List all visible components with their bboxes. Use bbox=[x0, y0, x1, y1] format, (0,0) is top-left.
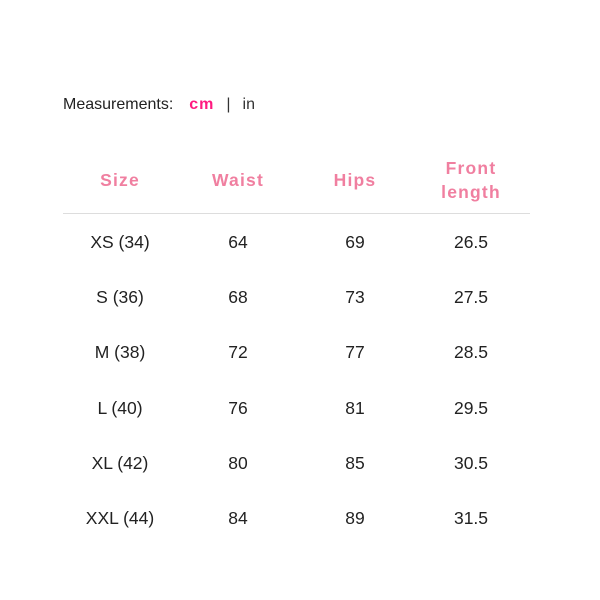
unit-selector: Measurements: cm | in bbox=[63, 96, 255, 114]
table-row: M (38) 72 77 28.5 bbox=[63, 342, 530, 372]
header-hips: Hips bbox=[333, 170, 377, 190]
cell-size: L (40) bbox=[97, 397, 143, 418]
header-waist: Waist bbox=[211, 170, 265, 190]
unit-in-option[interactable]: in bbox=[242, 96, 255, 113]
cell-front-length: 31.5 bbox=[453, 508, 489, 528]
cell-front-length: 26.5 bbox=[453, 232, 489, 252]
table-row: S (36) 68 73 27.5 bbox=[63, 287, 530, 317]
cell-size: XL (42) bbox=[91, 452, 149, 473]
cell-hips: 81 bbox=[345, 397, 365, 418]
table-row: XL (42) 80 85 30.5 bbox=[63, 453, 530, 483]
cell-waist: 80 bbox=[228, 452, 248, 473]
cell-front-length: 27.5 bbox=[453, 287, 489, 308]
cell-waist: 68 bbox=[228, 287, 248, 308]
cell-waist: 72 bbox=[228, 342, 248, 363]
cell-front-length: 29.5 bbox=[453, 397, 489, 418]
cell-waist: 84 bbox=[228, 508, 248, 528]
cell-hips: 85 bbox=[345, 452, 365, 473]
cell-hips: 69 bbox=[345, 232, 365, 252]
cell-size: XXL (44) bbox=[85, 508, 155, 528]
measurements-label: Measurements: bbox=[63, 96, 174, 113]
cell-front-length: 28.5 bbox=[453, 342, 489, 363]
cell-size: XS (34) bbox=[90, 232, 150, 252]
cell-waist: 64 bbox=[228, 232, 248, 252]
table-header: Size Waist Hips Front length bbox=[63, 155, 530, 214]
unit-cm-option[interactable]: cm bbox=[189, 96, 215, 113]
table-row: XXL (44) 84 89 31.5 bbox=[63, 508, 530, 538]
cell-size: S (36) bbox=[96, 287, 144, 308]
header-size: Size bbox=[100, 170, 140, 190]
cell-waist: 76 bbox=[228, 397, 248, 418]
header-front-length: Front length bbox=[441, 158, 501, 202]
cell-front-length: 30.5 bbox=[453, 452, 489, 473]
cell-size: M (38) bbox=[94, 342, 146, 363]
table-row: L (40) 76 81 29.5 bbox=[63, 398, 530, 428]
cell-hips: 77 bbox=[345, 342, 365, 363]
table-row: XS (34) 64 69 26.5 bbox=[63, 232, 530, 262]
cell-hips: 73 bbox=[345, 287, 365, 308]
cell-hips: 89 bbox=[345, 508, 365, 528]
unit-separator: | bbox=[226, 96, 231, 113]
